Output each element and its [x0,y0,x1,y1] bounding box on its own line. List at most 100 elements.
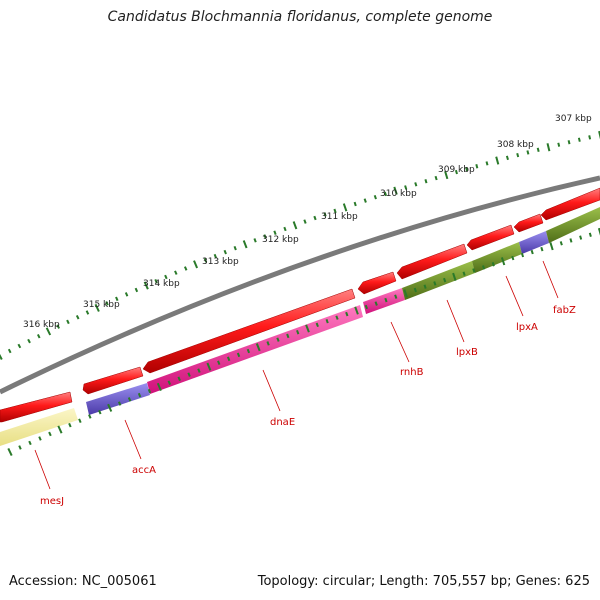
outer-scale-tick [495,156,500,165]
outer-scale-tick [353,201,357,207]
forward-gene-4 [357,271,397,295]
outer-scale-tick [36,333,41,339]
inner-scale-tick [57,425,63,434]
inner-scale-tick [286,333,290,339]
inner-scale-tick [540,246,544,252]
genome-stats-text: Topology: circular; Length: 705,557 bp; … [257,574,590,589]
inner-scale-tick [38,436,42,441]
inner-scale-tick [177,376,181,381]
inner-scale-tick [78,418,82,423]
outer-scale-tick [115,296,119,302]
outer-scale-tick [475,164,479,169]
scale-label-315: 315 kbp [83,300,120,310]
inner-scale-tick [217,360,221,365]
inner-scale-tick [443,277,447,283]
outer-scale-tick [485,161,489,166]
inner-scale-tick [597,227,600,236]
outer-scale-tick [174,270,178,275]
scale-label-312: 312 kbp [262,235,299,245]
inner-scale-tick [28,440,32,446]
outer-scale-tick [233,245,237,251]
connector-lpxa [505,275,524,317]
outer-scale-tick [303,219,307,224]
forward-gene-8 [540,187,600,221]
inner-scale-tick [588,232,592,237]
inner-scale-tick [462,271,466,276]
inner-scale-tick [315,322,319,328]
inner-scale-tick [255,343,261,352]
map-title: Candidatus Blochmannia floridanus, compl… [107,9,493,25]
inner-scale-tick [48,431,52,437]
outer-scale-tick [342,203,348,212]
outer-scale-tick [414,182,418,187]
forward-gene-5 [396,243,468,280]
scale-labels: 307 kbp 308 kbp 309 kbp 310 kbp 311 kbp … [23,114,592,330]
outer-scale-tick [0,353,3,360]
scale-label-307: 307 kbp [555,114,592,124]
scale-label-310: 310 kbp [380,189,417,199]
inner-scale-tick [236,352,241,358]
outer-scale-tick [454,169,458,175]
inner-scale-tick [413,287,417,293]
outer-scale-tick [45,327,52,336]
outer-scale-tick [263,234,267,239]
outer-scale-tick [56,324,60,329]
inner-scale-tick [325,318,329,324]
outer-scale-tick [546,143,551,152]
outer-scale-tick [557,142,561,147]
connector-mesj [34,449,51,490]
forward-strand-genes [0,187,600,423]
outer-scale-tick [536,147,540,152]
accession-text: Accession: NC_005061 [9,574,157,589]
outer-scale-tick [253,238,257,243]
inner-scale-tick [569,238,573,243]
inner-scale-tick [167,380,172,385]
outer-scale-tick [505,155,509,161]
outer-scale-tick [7,348,12,354]
inner-scale-tick [500,257,506,266]
outer-scale-tick [273,230,277,235]
scale-label-313: 313 kbp [202,257,239,267]
outer-scale-tick [85,310,90,315]
gene-labels: fabZ lpxA lpxB rnhB dnaE accA mesJ [40,305,576,507]
inner-scale-tick [107,403,113,412]
outer-scale-tick [143,281,149,290]
inner-scale-tick [117,401,122,406]
gene-bar-mesj [0,408,78,446]
forward-gene-7 [513,213,544,233]
inner-scale-tick [433,281,437,286]
inner-scale-tick [452,272,457,282]
inner-scale-tick [266,341,270,346]
inner-scale-tick [335,315,339,320]
inner-scale-tick [68,422,72,428]
gene-bar-fabz [519,231,549,254]
inner-scale-tick [579,235,583,240]
outer-scale-tick [17,343,22,349]
inner-scale-tick [276,337,280,342]
inner-scale-tick [296,329,300,335]
inner-scale-tick [384,297,388,303]
outer-scale-tick [27,338,31,344]
gene-label-rnhb: rnhB [400,367,424,378]
connector-rnhb [390,321,410,363]
gene-bar-lpxa [472,242,522,273]
outer-scale-tick [203,258,208,263]
outer-scale-tick [313,215,317,221]
outer-scale-tick [292,221,298,230]
inner-scale-tick [88,414,92,419]
outer-scale-tick [242,240,248,249]
outer-scale-tick [164,274,168,280]
outer-scale-tick [424,179,428,184]
scale-label-314: 314 kbp [143,279,180,289]
outer-scale-tick [124,292,129,297]
inner-scale-tick [472,268,476,273]
inner-scale-tick [127,397,132,402]
outer-scale-tick [183,266,188,271]
outer-scale-tick [373,194,377,200]
genome-backbone [0,175,600,395]
inner-scale-tick [156,382,162,391]
outer-scale-tick [154,279,158,284]
forward-gene-2 [82,366,144,395]
inner-scale-tick [206,362,212,371]
